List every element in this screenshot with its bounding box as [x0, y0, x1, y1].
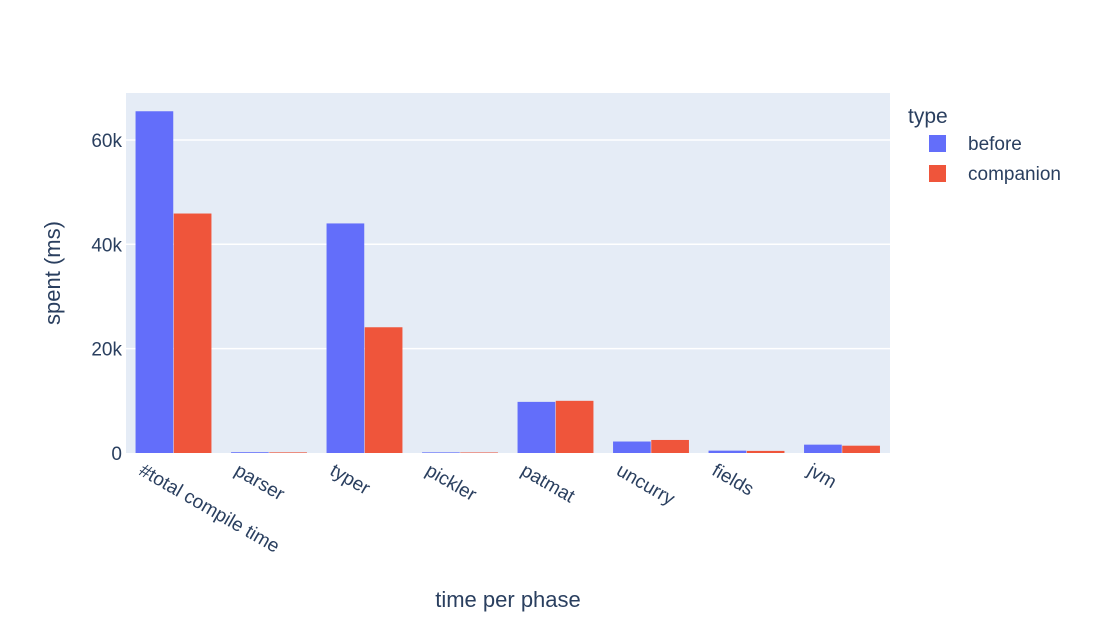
- bar-companion: [555, 400, 594, 453]
- y-tick-label: 20k: [91, 340, 122, 361]
- legend[interactable]: type before companion: [908, 105, 1061, 185]
- bar-before: [708, 450, 747, 453]
- legend-title: type: [908, 105, 948, 128]
- bar-before: [517, 401, 556, 453]
- y-tick-label: 0: [111, 444, 122, 465]
- x-tick-label: typer: [326, 460, 374, 500]
- x-tick-label: parser: [231, 460, 289, 505]
- bar-companion: [364, 327, 403, 453]
- y-tick-label: 60k: [91, 131, 122, 152]
- bar-before: [613, 441, 651, 453]
- legend-label-companion: companion: [968, 164, 1061, 185]
- plot-background: [126, 93, 890, 453]
- bar-before: [135, 111, 174, 454]
- x-tick-label: pickler: [422, 460, 481, 506]
- bar-before: [804, 444, 842, 453]
- legend-swatch-before: [929, 135, 946, 152]
- y-axis-title: spent (ms): [40, 221, 65, 325]
- x-tick-label: fields: [708, 460, 757, 500]
- x-tick-label: jvm: [803, 460, 840, 493]
- bar-companion: [651, 439, 689, 453]
- bar-companion: [173, 213, 212, 453]
- grid-lines: [126, 139, 890, 350]
- bars: [135, 111, 880, 454]
- bar-companion: [460, 452, 498, 453]
- bar-companion: [269, 452, 307, 453]
- legend-label-before: before: [968, 134, 1022, 155]
- y-axis-ticks: 0 20k 40k 60k: [91, 131, 122, 465]
- y-tick-label: 40k: [91, 235, 122, 256]
- x-tick-label: uncurry: [613, 460, 679, 510]
- x-axis-title: time per phase: [435, 587, 581, 612]
- x-tick-label: patmat: [517, 460, 578, 508]
- bar-before: [326, 223, 365, 453]
- bar-companion: [842, 445, 880, 453]
- legend-swatch-companion: [929, 165, 946, 182]
- bar-before: [231, 452, 269, 453]
- bar-companion: [746, 450, 785, 453]
- bar-before: [422, 452, 460, 453]
